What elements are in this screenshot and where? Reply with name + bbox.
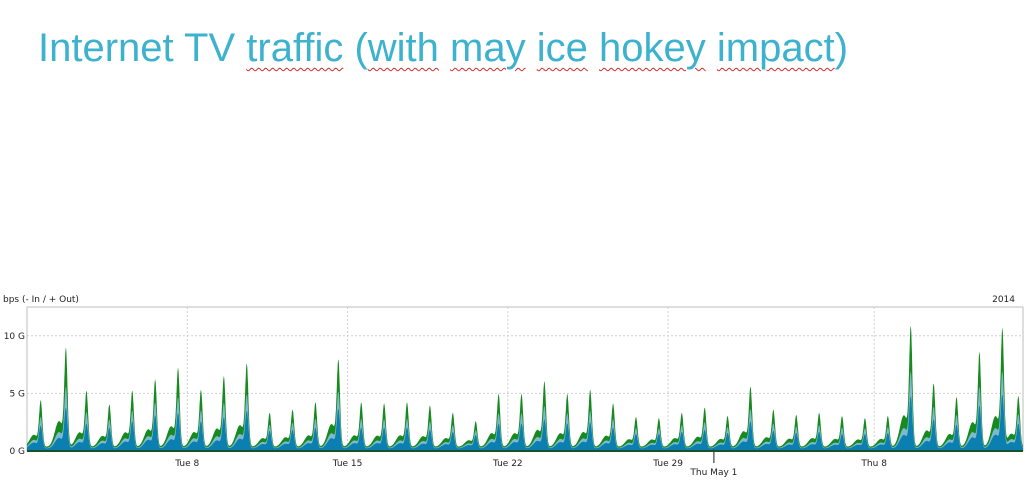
- title-part-1: Internet TV: [38, 26, 247, 70]
- title-word-traffic: traffic: [246, 26, 344, 70]
- series-total-area: [27, 326, 1023, 451]
- y-tick-label: 5 G: [9, 389, 25, 399]
- x-tick-label: Tue 29: [652, 459, 683, 469]
- title-space-3: [588, 26, 599, 70]
- title-space-4: [706, 26, 717, 70]
- title-part-3: (: [343, 26, 368, 70]
- title-word-impact: impact: [716, 26, 835, 70]
- axis-layer: 0 G 5 G 10 G Tue 8 Tue 15 Tue 22 Tue 29 Thu 8 Th…: [4, 332, 1023, 478]
- y-axis-label: bps (- In / + Out): [3, 295, 79, 305]
- title-part-end: ): [834, 26, 849, 70]
- slide-title: Internet TV traffic (with may ice hokey …: [38, 26, 848, 71]
- title-space-1: [439, 26, 450, 70]
- area-layer: [27, 326, 1023, 451]
- title-word-ice: ice: [536, 26, 588, 70]
- title-space-2: [526, 26, 537, 70]
- series-base-area: [27, 394, 1023, 451]
- title-word-may: may: [450, 26, 526, 70]
- y-tick-label: 0 G: [9, 447, 25, 457]
- month-marker-label: Thu May 1: [689, 468, 737, 478]
- x-tick-label: Thu 8: [860, 459, 887, 469]
- title-word-with: with: [367, 26, 439, 70]
- year-label: 2014: [992, 295, 1015, 305]
- title-word-hokey: hokey: [599, 26, 706, 70]
- series-mid-area: [27, 371, 1023, 451]
- x-tick-label: Tue 22: [492, 459, 523, 469]
- x-tick-label: Tue 8: [174, 459, 199, 469]
- x-tick-label: Tue 15: [332, 459, 363, 469]
- traffic-chart: bps (- In / + Out) 2014 0 G 5 G 10 G Tue 8 T…: [3, 295, 1024, 478]
- y-tick-label: 10 G: [4, 332, 25, 342]
